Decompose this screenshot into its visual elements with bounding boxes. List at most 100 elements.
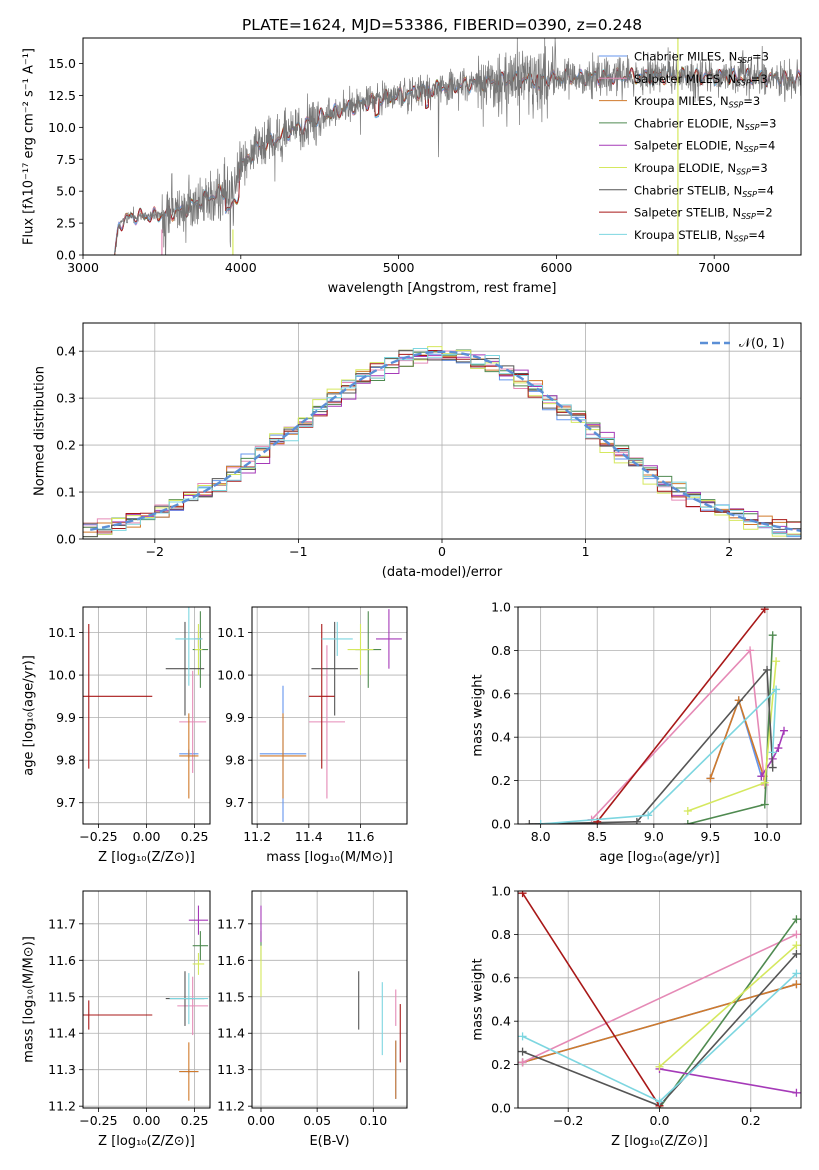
- mass_weight_vs_Z-xtick-label: 0.0: [650, 1113, 670, 1128]
- normal-legend-label: 𝒩(0, 1): [739, 335, 785, 350]
- mass_weight_vs_age-ylabel: mass weight: [471, 674, 486, 756]
- age_vs_mass-ytick-label: 9.9: [225, 710, 245, 725]
- salpeter_miles-massweight-line: [522, 933, 797, 1064]
- mass_weight_vs_age-ytick-label: 1.0: [491, 600, 511, 615]
- kroupa_miles-legend-label: Kroupa MILES, NSSP=3: [634, 94, 760, 110]
- spectrum-ylabel: Flux [fλ10⁻¹⁷ erg cm⁻² s⁻¹ A⁻¹]: [22, 48, 37, 245]
- salpeter_miles-massweight-marker: [792, 930, 801, 939]
- mass_vs_ebv-ytick-label: 11.4: [217, 1026, 245, 1041]
- kroupa_stelib-massweight-marker: [792, 969, 801, 978]
- text-layer: 3000 4000 5000 6000 70000.02.55.07.510.012.5…: [22, 16, 785, 1149]
- mass_vs_Z-ytick-label: 11.4: [48, 1026, 76, 1041]
- mass_weight_vs_Z-xtick-label: 0.2: [741, 1113, 761, 1128]
- spectrum-xtick-label: 4000: [225, 260, 257, 275]
- chabrier_stelib-massweight-line: [529, 667, 774, 824]
- chabrier_stelib-legend-label: Chabrier STELIB, NSSP=4: [634, 183, 774, 199]
- age_vs_Z-ytick-label: 9.7: [56, 795, 76, 810]
- age_vs_Z-ytick-label: 10.1: [48, 625, 76, 640]
- mass_vs_Z-xtick-label: −0.25: [79, 1113, 117, 1128]
- salpeter_stelib-massweight-line: [521, 892, 661, 1107]
- mass_vs_Z-ytick-label: 11.2: [48, 1099, 76, 1114]
- kroupa_stelib-residual-hist: [83, 347, 801, 539]
- residuals-xtick-label: 0: [438, 544, 446, 559]
- residuals-xtick-label: 1: [582, 544, 590, 559]
- residuals-xtick-label: −2: [146, 544, 164, 559]
- salpeter_elodie-massweight-marker: [792, 1088, 801, 1097]
- age_vs_Z-xtick-label: −0.25: [79, 829, 117, 844]
- mass_vs_ebv-ytick-label: 11.6: [217, 953, 245, 968]
- spectrum-ytick-label: 7.5: [56, 152, 76, 167]
- age_vs_Z-xtick-label: 0.25: [181, 829, 209, 844]
- mass_vs_Z-ytick-label: 11.5: [48, 989, 76, 1004]
- mass_weight_vs_Z-xlabel: Z [log₁₀(Z/Z⊙)]: [611, 1134, 708, 1149]
- age_vs_mass-xtick-label: 11.4: [295, 829, 323, 844]
- age_vs_Z-ytick-label: 9.8: [56, 753, 76, 768]
- mass_vs_Z-xtick-label: 0.00: [133, 1113, 161, 1128]
- kroupa_stelib-massweight-marker: [644, 811, 653, 820]
- grid-layer: [83, 323, 801, 1109]
- axes-frames: [79, 37, 802, 1112]
- kroupa_stelib-massweight-marker: [768, 748, 777, 757]
- spectrum-plot-area: [114, 38, 801, 255]
- kroupa_stelib-massweight-marker: [772, 685, 781, 694]
- age_vs_mass-plot-area: [259, 609, 402, 822]
- mass_vs_ebv-plot-area: [260, 905, 401, 1099]
- salpeter_miles-legend-label: Salpeter MILES, NSSP=3: [634, 72, 768, 88]
- age_vs_mass-ytick-label: 9.8: [225, 753, 245, 768]
- spectrum-xlabel: wavelength [Angstrom, rest frame]: [328, 281, 557, 296]
- chabrier_elodie-massweight-line: [658, 918, 798, 1108]
- mass_vs_Z-xlabel: Z [log₁₀(Z/Z⊙)]: [98, 1134, 195, 1149]
- mass_vs_Z-ytick-label: 11.6: [48, 953, 76, 968]
- mass_weight_vs_age-frame: [517, 606, 802, 825]
- mass_vs_ebv-xlabel: E(B-V): [309, 1134, 349, 1149]
- mass_weight_vs_age-ytick-label: 0.2: [491, 773, 511, 788]
- mass_weight_vs_age-ytick-label: 0.0: [491, 817, 511, 832]
- spectrum-frame: [82, 37, 802, 256]
- kroupa_stelib-massweight-marker: [655, 1097, 664, 1106]
- residuals-ytick-label: 0.1: [56, 485, 76, 500]
- spectrum-xtick-label: 6000: [541, 260, 573, 275]
- age_vs_Z-xtick-label: 0.00: [133, 829, 161, 844]
- age_vs_Z-ytick-label: 9.9: [56, 710, 76, 725]
- mass_weight_vs_Z-ytick-label: 0.4: [491, 1014, 511, 1029]
- salpeter_elodie-massweight-marker: [757, 772, 766, 781]
- data-layer: [83, 38, 801, 1108]
- mass_weight_vs_Z-ytick-label: 0.6: [491, 970, 511, 985]
- age_vs_Z-plot-area: [83, 607, 209, 799]
- mass_weight_vs_Z-ytick-label: 0.0: [491, 1101, 511, 1116]
- age_vs_mass-xlabel: mass [log₁₀(M/M⊙)]: [266, 850, 393, 865]
- chabrier_elodie-legend-label: Chabrier ELODIE, NSSP=3: [634, 116, 776, 131]
- kroupa_elodie-massweight-marker: [683, 806, 692, 815]
- chabrier_stelib-massweight-marker: [518, 1047, 527, 1056]
- kroupa_elodie-massweight-marker: [792, 941, 801, 950]
- salpeter_elodie-massweight-marker: [780, 726, 789, 735]
- kroupa_elodie-massweight-line: [658, 944, 797, 1068]
- age_vs_mass-ytick-label: 10.0: [217, 668, 245, 683]
- age_vs_mass-ytick-label: 10.1: [217, 625, 245, 640]
- mass_vs_ebv-frame: [251, 890, 408, 1109]
- normal-reference-curve: [90, 350, 801, 532]
- mass_vs_ebv-ytick-label: 11.2: [217, 1099, 245, 1114]
- mass_weight_vs_age-ytick-label: 0.4: [491, 730, 511, 745]
- spectrum-ytick-label: 10.0: [48, 120, 76, 135]
- salpeter_miles-massweight-marker: [518, 1058, 527, 1067]
- mass_weight_vs_age-xtick-label: 9.0: [644, 829, 664, 844]
- spectrum-title: PLATE=1624, MJD=53386, FIBERID=0390, z=0…: [242, 16, 642, 34]
- kroupa_miles-massweight-marker: [792, 980, 801, 989]
- mass_vs_ebv-xtick-label: 0.10: [359, 1113, 387, 1128]
- mass_vs_ebv-ytick-label: 11.3: [217, 1062, 245, 1077]
- mass_vs_Z-plot-area: [83, 905, 209, 1101]
- chabrier_miles-legend-label: Chabrier MILES, NSSP=3: [634, 50, 769, 66]
- mass_weight_vs_age-xtick-label: 8.5: [587, 829, 607, 844]
- residuals-ytick-label: 0.3: [56, 391, 76, 406]
- spectrum-ytick-label: 5.0: [56, 184, 76, 199]
- chabrier_stelib-massweight-marker: [763, 665, 772, 674]
- residuals-ylabel: Normed distribution: [33, 366, 48, 496]
- spectrum-xtick-label: 3000: [67, 260, 99, 275]
- age_vs_mass-frame: [251, 606, 408, 825]
- salpeter_elodie-legend-label: Salpeter ELODIE, NSSP=4: [634, 139, 775, 155]
- kroupa_miles-massweight-line: [709, 697, 765, 779]
- kroupa_elodie-massweight-marker: [760, 778, 769, 787]
- kroupa_elodie-massweight-line: [687, 661, 777, 812]
